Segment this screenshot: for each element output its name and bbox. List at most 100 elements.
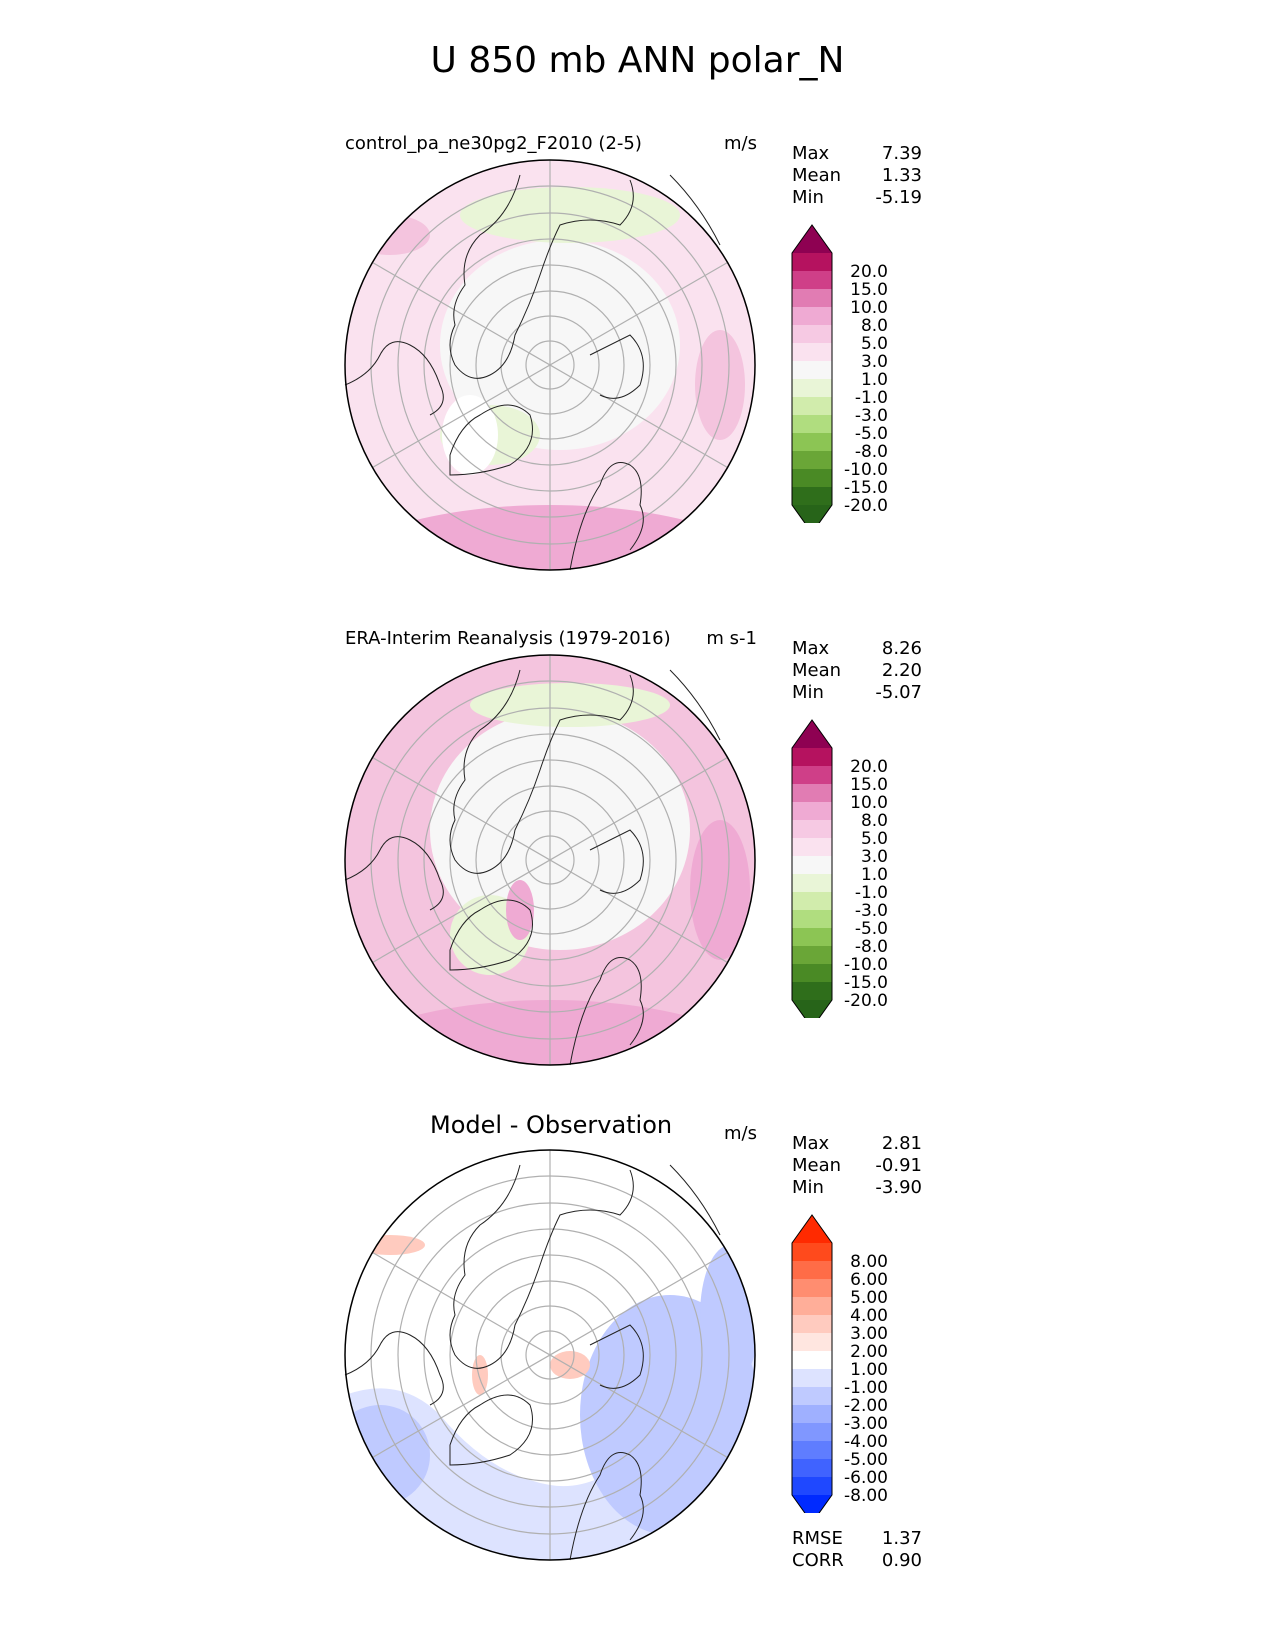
colorbar-tick-label: -1.00: [844, 1378, 888, 1398]
mean-value: 2.20: [881, 660, 922, 681]
colorbar-tick-label: -5.0: [855, 919, 888, 939]
panel-units: m/s: [724, 1123, 757, 1144]
stats-box: Max 8.26 Mean 2.20 Min -5.07: [792, 638, 922, 704]
colorbar-tick-label: -5.0: [855, 424, 888, 444]
max-value: 2.81: [881, 1133, 922, 1154]
colorbar-segment: [792, 1441, 832, 1460]
colorbar-tick-label: 8.0: [861, 316, 888, 336]
colorbar-outline: [791, 224, 833, 523]
colorbar-tick-label: -1.0: [855, 388, 888, 408]
colorbar-segment: [792, 343, 832, 362]
colorbar-segment: [792, 397, 832, 416]
panel-title: control_pa_ne30pg2_F2010 (2-5): [345, 133, 642, 154]
colorbar-tick-label: -1.0: [855, 883, 888, 903]
colorbar: 20.015.010.08.05.03.01.0-1.0-3.0-5.0-8.0…: [791, 719, 888, 1018]
panel-title: Model - Observation: [430, 1111, 673, 1139]
colorbar-segment: [792, 784, 832, 803]
corr-label: CORR: [792, 1550, 844, 1571]
difference-metrics: RMSE 1.37 CORR 0.90: [792, 1528, 922, 1572]
colorbar-segment: [792, 838, 832, 857]
colorbar-tick-label: -8.00: [844, 1486, 888, 1506]
panel-units: m/s: [724, 133, 757, 154]
panel-test: control_pa_ne30pg2_F2010 (2-5) m/s Max 7.…: [0, 133, 1275, 613]
colorbar-segment: [792, 1351, 832, 1370]
polar-map: [344, 1149, 756, 1561]
colorbar-outline: [791, 719, 833, 1018]
map-boundary: [344, 1149, 756, 1561]
mean-label: Mean: [792, 660, 842, 681]
colorbar-tick-label: 3.0: [861, 352, 888, 372]
colorbar-tick-label: 8.0: [861, 811, 888, 831]
min-value: -5.07: [875, 682, 922, 703]
colorbar-segment: [792, 874, 832, 893]
colorbar-tick-label: 5.00: [850, 1288, 888, 1308]
colorbar-segment: [792, 910, 832, 929]
colorbar-segment: [792, 1387, 832, 1406]
colorbar-tick-label: 5.0: [861, 829, 888, 849]
colorbar-tick-label: 10.0: [850, 793, 888, 813]
colorbar-tick-label: 6.00: [850, 1270, 888, 1290]
stats-box: Max 7.39 Mean 1.33 Min -5.19: [792, 143, 922, 209]
colorbar-segment: [792, 1315, 832, 1334]
colorbar-segment: [792, 307, 832, 326]
polar-map: [344, 159, 756, 571]
colorbar-tick-label: 1.0: [861, 370, 888, 390]
colorbar-tick-label: -3.0: [855, 901, 888, 921]
colorbar-tick-label: 3.0: [861, 847, 888, 867]
colorbar-tick-label: -8.0: [855, 937, 888, 957]
colorbar-segment: [792, 415, 832, 434]
colorbar-segment: [792, 271, 832, 290]
map-boundary: [344, 159, 756, 571]
corr-value: 0.90: [881, 1550, 922, 1571]
colorbar-segment: [792, 766, 832, 785]
colorbar-extend-max: [792, 1215, 832, 1243]
field-pink-patch: [695, 330, 745, 440]
colorbar-tick-label: 15.0: [850, 775, 888, 795]
graticule: [370, 160, 730, 570]
colorbar-tick-label: -4.00: [844, 1432, 888, 1452]
colorbar-tick-label: -2.00: [844, 1396, 888, 1416]
field-green-patch: [470, 683, 670, 727]
min-label: Min: [792, 682, 824, 703]
colorbar-tick-label: -10.0: [844, 460, 888, 480]
colorbar-segment: [792, 1243, 832, 1262]
field-white-patch: [442, 395, 498, 475]
field-green-patch: [460, 187, 680, 243]
colorbar-segment: [792, 892, 832, 911]
colorbar-tick-label: -20.0: [844, 496, 888, 516]
max-value: 7.39: [881, 143, 922, 164]
colorbar-segment: [792, 253, 832, 272]
colorbar-segment: [792, 289, 832, 308]
colorbar-segment: [792, 964, 832, 983]
field-pink-patch: [350, 215, 430, 255]
colorbar-tick-label: 2.00: [850, 1342, 888, 1362]
max-label: Max: [792, 143, 830, 164]
colorbar-tick-label: -8.0: [855, 442, 888, 462]
mean-label: Mean: [792, 165, 842, 186]
colorbar-segment: [792, 1423, 832, 1442]
colorbar-segment: [792, 379, 832, 398]
colorbar-segment: [792, 1279, 832, 1298]
panel-reference: ERA-Interim Reanalysis (1979-2016) m s-1…: [0, 628, 1275, 1108]
min-value: -3.90: [875, 1177, 922, 1198]
graticule: [370, 1150, 730, 1560]
coastlines: [344, 174, 721, 571]
colorbar-tick-label: 20.0: [850, 757, 888, 777]
mean-label: Mean: [792, 1155, 842, 1176]
map-boundary: [344, 654, 756, 1066]
colorbar-tick-label: -3.00: [844, 1414, 888, 1434]
field-polar-cap: [430, 710, 690, 950]
colorbar-segment: [792, 748, 832, 767]
colorbar-segment: [792, 361, 832, 380]
colorbar-segment: [792, 469, 832, 488]
colorbar-segment: [792, 802, 832, 821]
colorbar-segment: [792, 982, 832, 1001]
colorbar-tick-label: 10.0: [850, 298, 888, 318]
colorbar-tick-label: 1.00: [850, 1360, 888, 1380]
figure-title: U 850 mb ANN polar_N: [430, 40, 845, 81]
colorbar-tick-label: -20.0: [844, 991, 888, 1011]
min-value: -5.19: [875, 187, 922, 208]
colorbar-segment: [792, 433, 832, 452]
colorbar-tick-label: 15.0: [850, 280, 888, 300]
colorbar-tick-label: -3.0: [855, 406, 888, 426]
